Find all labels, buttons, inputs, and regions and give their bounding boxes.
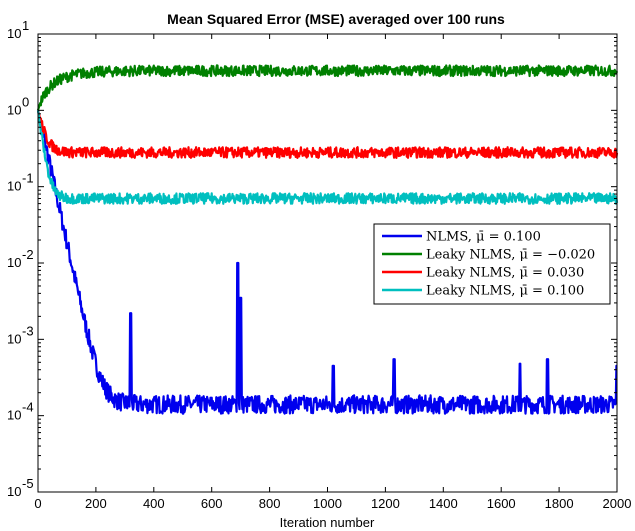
y-tick-label: 10: [7, 331, 21, 346]
y-tick-label: 10: [7, 179, 21, 194]
y-tick-exponent: -3: [22, 323, 34, 338]
y-tick-exponent: -4: [22, 400, 34, 415]
y-tick-exponent: 1: [22, 18, 29, 33]
y-tick-exponent: -2: [22, 247, 34, 262]
x-axis-label: Iteration number: [280, 515, 375, 530]
y-tick-label: 10: [7, 484, 21, 499]
chart-title: Mean Squared Error (MSE) averaged over 1…: [167, 11, 505, 27]
legend-label: Leaky NLMS, μ̄ = −0.020: [426, 248, 595, 263]
series-line-1: [36, 110, 618, 415]
y-tick-exponent: -5: [22, 476, 34, 491]
y-tick-exponent: 0: [22, 94, 29, 109]
y-tick-label: 10: [7, 255, 21, 270]
y-tick-exponent: -1: [22, 171, 34, 186]
series-line-4: [36, 110, 619, 205]
x-tick-label: 0: [34, 496, 41, 511]
x-tick-label: 1600: [487, 496, 516, 511]
x-tick-label: 400: [143, 496, 165, 511]
x-tick-label: 1400: [429, 496, 458, 511]
x-tick-label: 600: [201, 496, 223, 511]
legend: NLMS, μ̄ = 0.100 Leaky NLMS, μ̄ = −0.020 L…: [373, 223, 611, 305]
legend-label: NLMS, μ̄ = 0.100: [426, 230, 541, 245]
legend-label: Leaky NLMS, μ̄ = 0.100: [426, 284, 584, 299]
series-line-3: [36, 110, 619, 159]
x-tick-label: 2000: [603, 496, 632, 511]
y-tick-label: 10: [7, 102, 21, 117]
series-line-2: [36, 64, 619, 111]
y-tick-label: 10: [7, 26, 21, 41]
x-tick-label: 1200: [371, 496, 400, 511]
x-axis-ticks: 0 200 400 600 800 1000 1200 1400 1600 1800 2000: [34, 34, 631, 511]
x-tick-label: 200: [85, 496, 107, 511]
x-tick-label: 800: [259, 496, 281, 511]
x-tick-label: 1000: [313, 496, 342, 511]
x-tick-label: 1800: [545, 496, 574, 511]
legend-label: Leaky NLMS, μ̄ = 0.030: [426, 266, 584, 281]
y-tick-label: 10: [7, 408, 21, 423]
